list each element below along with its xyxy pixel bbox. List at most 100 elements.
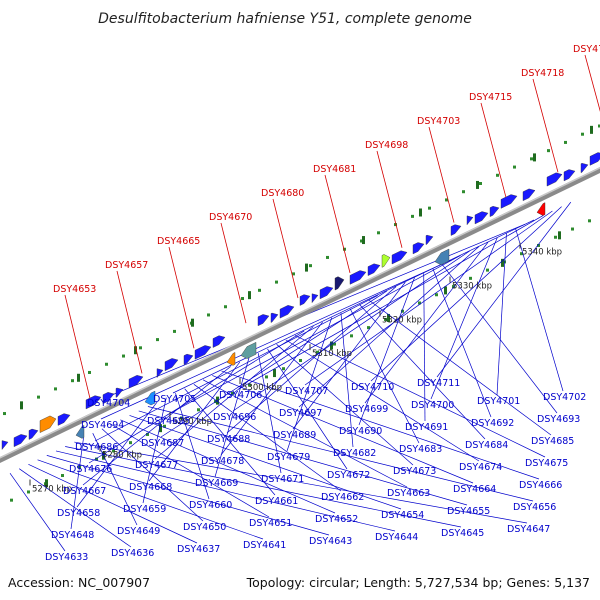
forward-leader-line xyxy=(220,222,247,324)
guide-dot xyxy=(299,358,302,362)
guide-dot xyxy=(445,198,448,202)
reverse-gene-label: DSY4705 xyxy=(153,394,196,405)
guide-dot xyxy=(3,412,6,416)
reverse-gene-label: DSY4677 xyxy=(135,460,178,471)
kbp-tick-label: 5290 kbp xyxy=(172,417,212,427)
reverse-leader-line xyxy=(238,215,544,390)
reverse-gene-label: DSY4654 xyxy=(381,510,424,521)
guide-dot xyxy=(292,272,295,276)
gene-arrow xyxy=(13,434,28,448)
guide-marker xyxy=(159,424,162,433)
guide-dot xyxy=(394,223,397,227)
reverse-gene-label: DSY4655 xyxy=(447,506,490,517)
reverse-leader-line xyxy=(120,419,336,514)
guide-dot xyxy=(258,288,261,292)
gene-arrow xyxy=(563,169,576,182)
gene-arrow xyxy=(57,413,71,426)
reverse-gene-label: DSY4643 xyxy=(309,536,352,547)
guide-dot xyxy=(571,227,574,231)
guide-dot xyxy=(520,252,523,256)
reverse-leader-line xyxy=(154,326,314,460)
guide-dot xyxy=(180,416,183,420)
guide-marker xyxy=(387,313,390,322)
guide-dot xyxy=(122,354,125,358)
gene-arrow xyxy=(115,387,124,398)
reverse-gene-label: DSY4682 xyxy=(333,448,376,459)
gene-arrow xyxy=(270,312,279,323)
reverse-leader-line xyxy=(160,290,388,438)
guide-dot xyxy=(163,424,166,428)
guide-marker xyxy=(533,153,536,162)
reverse-gene-label: DSY4692 xyxy=(471,418,514,429)
guide-dot xyxy=(129,441,132,445)
forward-gene-label: DSY4670 xyxy=(209,212,252,223)
reverse-gene-label: DSY4704 xyxy=(87,398,130,409)
guide-dot xyxy=(139,346,142,350)
forward-leader-line xyxy=(428,126,455,223)
kbp-tick-label: 5300 kbp xyxy=(242,383,282,393)
guide-dot xyxy=(486,268,489,272)
reverse-gene-label: DSY4700 xyxy=(411,400,454,411)
gene-arrow xyxy=(580,163,589,174)
gene-arrow xyxy=(128,375,144,389)
reverse-gene-label: DSY4702 xyxy=(543,392,586,403)
reverse-leader-line xyxy=(212,375,474,484)
reverse-gene-label: DSY4644 xyxy=(375,532,418,543)
reverse-gene-label: DSY4667 xyxy=(63,486,106,497)
kbp-tick-label: 5320 kbp xyxy=(382,315,422,325)
forward-gene-label: DSY4718 xyxy=(521,68,564,79)
reverse-leader-line xyxy=(232,250,470,412)
reverse-leader-line xyxy=(226,286,397,434)
forward-leader-line xyxy=(116,270,143,374)
accession-text: Accession: NC_007907 xyxy=(8,575,150,590)
gene-arrow xyxy=(450,224,462,236)
kbp-tick-label: 5330 kbp xyxy=(452,282,492,292)
kbp-tick-label: 5310 kbp xyxy=(312,349,352,359)
guide-dot xyxy=(343,247,346,251)
reverse-leader-line xyxy=(370,206,562,382)
reverse-gene-label: DSY4699 xyxy=(345,404,388,415)
reverse-leader-line xyxy=(214,357,250,478)
gene-arrow xyxy=(589,152,600,166)
guide-dot xyxy=(367,326,370,330)
reverse-leader-line xyxy=(46,455,330,536)
reverse-gene-label: DSY4707 xyxy=(285,386,328,397)
kbp-tick-label: 5270 kbp xyxy=(32,485,72,495)
guide-marker xyxy=(20,401,23,410)
guide-dot xyxy=(598,124,600,128)
gene-arrow xyxy=(156,368,164,379)
gene-arrow xyxy=(536,202,546,216)
reverse-leader-line xyxy=(70,437,84,530)
forward-gene-label: DSY4698 xyxy=(365,140,408,151)
forward-gene-label: DSY4681 xyxy=(313,164,356,175)
guide-dot xyxy=(71,379,74,383)
reverse-leader-line xyxy=(423,273,426,422)
guide-dot xyxy=(547,149,550,153)
forward-leader-line xyxy=(64,294,91,399)
reverse-leader-line xyxy=(515,228,564,392)
reverse-leader-line xyxy=(368,299,552,436)
reverse-gene-label: DSY4688 xyxy=(207,434,250,445)
reverse-leader-line xyxy=(221,370,540,480)
guide-dot xyxy=(554,235,557,239)
guide-dot xyxy=(112,449,115,453)
reverse-gene-label: DSY4671 xyxy=(261,474,304,485)
gene-glyphs xyxy=(1,152,600,451)
kbp-tick-label: 5280 kbp xyxy=(102,451,142,461)
guide-marker xyxy=(444,286,447,295)
reverse-gene-label: DSY4668 xyxy=(129,482,172,493)
gene-arrow xyxy=(500,194,518,209)
reverse-gene-label: DSY4652 xyxy=(315,514,358,525)
reverse-leader-line xyxy=(359,304,486,440)
reverse-leader-line xyxy=(430,237,498,400)
reverse-gene-label: DSY4685 xyxy=(531,436,574,447)
guide-dot xyxy=(411,214,414,218)
reverse-leader-line xyxy=(106,224,525,398)
gene-labels: DSY4653 DSY4657 DSY4665 DSY4670 DSY4680 DSY46… xyxy=(45,44,600,563)
guide-dot xyxy=(401,309,404,313)
guide-dot xyxy=(88,370,91,374)
guide-dot xyxy=(27,490,30,494)
gene-arrow xyxy=(279,305,295,319)
guide-dot xyxy=(469,276,472,280)
